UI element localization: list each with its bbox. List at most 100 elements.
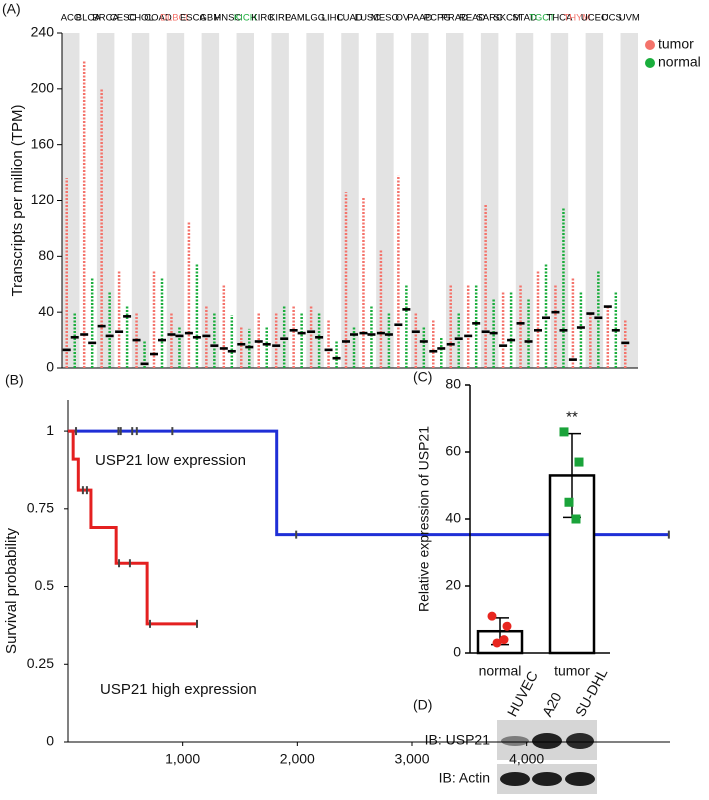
median-bar [297,331,306,335]
band-bg [550,33,569,368]
category-label: PCPG [424,13,451,24]
median-bar [324,348,333,352]
median-bar [184,331,193,335]
legend-label: tumor [658,36,694,52]
median-bar [158,338,166,342]
median-bar [272,344,281,347]
panel-label: (B) [5,372,24,388]
band-bg [306,33,324,368]
median-bar [289,329,298,332]
category-label: KIRC [251,13,274,24]
y-tick-label: 200 [31,80,55,96]
median-bar [62,348,71,352]
category-label: LAML [285,13,310,24]
median-bar [419,340,428,343]
significance: ** [566,409,578,426]
median-bar [315,335,324,339]
median-bar [489,331,498,335]
median-bar [123,315,132,318]
data-point [574,457,584,467]
blot-row-label: IB: Actin [439,770,490,786]
median-bar [132,338,141,342]
category-label: SKCM [493,13,521,24]
median-bar [210,344,219,347]
category-label: UCEC [581,13,608,24]
band-bg [62,33,80,368]
median-bar [376,331,385,335]
category-label: KICH [234,13,257,24]
median-bar [524,340,533,343]
category-label: CESC [110,13,137,24]
x-tick-label: tumor [554,663,590,679]
blot-band [532,772,562,786]
western-blot [497,720,597,794]
y-tick-label: 0.75 [27,500,54,516]
blot-band [532,733,562,749]
median-bar [516,322,525,325]
band-bg [480,33,499,368]
x-tick-label: 2,000 [280,751,315,767]
data-point [499,635,509,645]
curve-label: USP21 high expression [100,681,257,698]
band-bg [411,33,429,368]
blot-band [501,736,529,746]
x-tick-label: 3,000 [394,751,429,767]
band-bg [446,33,464,368]
y-tick-label: 40 [38,303,54,319]
median-bar [586,312,595,315]
y-tick-label: 0.5 [35,577,55,593]
blot-band [565,772,595,786]
median-bar [507,338,516,342]
median-bar [350,333,358,336]
legend-marker [645,58,655,68]
median-bar [454,337,463,340]
panel-label: (C) [413,369,432,385]
category-label: LUSC [355,13,380,24]
median-bar [245,345,254,349]
y-tick-label: 0 [453,644,461,660]
median-bar [542,316,550,320]
y-tick-label: 160 [31,135,55,151]
category-label: CHOL [127,13,153,24]
category-label: UVM [619,13,640,24]
median-bar [332,356,341,360]
category-label: TGCT [529,13,555,24]
y-tick-label: 0 [46,359,54,375]
median-bar [150,352,158,356]
median-bar [464,334,473,338]
median-bar [97,324,106,328]
blot-row-label: IB: USP21 [425,732,491,748]
category-label: THYM [563,13,590,24]
median-bar [429,349,438,353]
x-tick-label: 4,000 [509,751,544,767]
y-axis-label: Relative expression of USP21 [416,426,432,612]
category-label: MESO [371,13,399,24]
band-bg [376,33,394,368]
category-label: LUAD [337,13,362,24]
median-bar [551,310,560,314]
median-bar [402,308,411,311]
blot-band [500,772,530,786]
y-tick-label: 20 [445,577,461,593]
band-bg [341,33,359,368]
category-label: SARC [476,13,503,24]
median-bar [192,335,201,339]
median-bar [219,347,228,350]
category-label: HNSC [214,13,241,24]
y-tick-label: 80 [445,376,461,392]
band-bg [201,33,220,368]
median-bar [568,358,577,361]
median-bar [70,335,79,339]
median-bar [342,340,350,343]
y-tick-label: 240 [31,24,55,40]
lane-label: A20 [539,689,565,719]
median-bar [262,342,271,346]
category-label: THCA [547,13,574,24]
category-label: BLCA [76,13,101,24]
median-bar [237,342,246,346]
panel-label: (A) [2,1,21,17]
band-bg [271,33,289,368]
median-bar [621,341,630,345]
category-label: READ [459,13,486,24]
